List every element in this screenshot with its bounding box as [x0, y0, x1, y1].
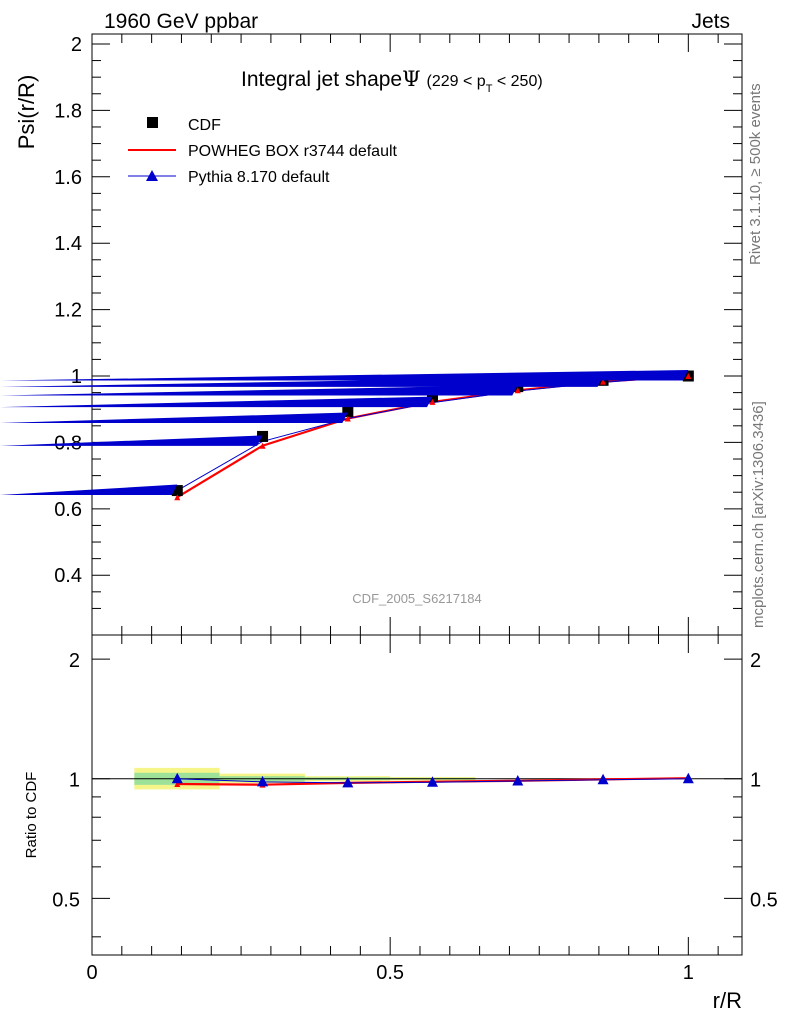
cdf-point: [427, 391, 439, 403]
ratio-y-tick-label: 2: [69, 650, 80, 672]
pythia-point: [0, 396, 433, 408]
ratio-pythia-point: [597, 773, 609, 785]
legend-cdf-label: CDF: [188, 117, 221, 134]
y-tick-label: 1: [71, 366, 82, 388]
analysis-id: CDF_2005_S6217184: [352, 591, 481, 606]
ratio-ticks: 0.5 0.5 1 1 2 2 0 0.5 1: [52, 635, 778, 984]
y-tick-label: 0.4: [54, 565, 82, 587]
ratio-pythia-point: [512, 774, 524, 786]
x-tick-label: 0.5: [376, 962, 404, 984]
ratio-panel: 0.5 0.5 1 1 2 2 0 0.5 1: [52, 634, 778, 984]
plot-title: Integral jet shapeΨ (229 < pT < 250): [241, 67, 543, 95]
y-tick-label: 1.4: [54, 233, 82, 255]
ratio-pythia-point: [682, 772, 694, 784]
x-tick-label: 1: [683, 962, 694, 984]
x-tick-label: 0: [86, 962, 97, 984]
y-tick-label: 2: [71, 34, 82, 56]
ratio-powheg-point: [174, 780, 181, 787]
legend-pythia-marker: [146, 170, 158, 181]
main-ticks: 0.40.60.811.21.41.61.82: [54, 34, 742, 635]
powheg-point: [514, 387, 521, 394]
powheg-point: [600, 378, 607, 385]
pythia-point: [0, 370, 689, 381]
main-panel: 0.40.60.811.21.41.61.82: [0, 33, 743, 636]
y-tick-label: 0.6: [54, 499, 82, 521]
cdf-point: [342, 406, 354, 418]
ratio-y-tick-label: 0.5: [52, 889, 80, 911]
powheg-point: [429, 398, 436, 405]
x-axis-title: r/R: [713, 988, 742, 1013]
legend-cdf-marker: [147, 117, 158, 128]
powheg-point: [259, 442, 266, 449]
pythia-point: [0, 412, 348, 424]
legend: CDF POWHEG BOX r3744 default Pythia 8.17…: [128, 117, 398, 186]
powheg-point: [344, 415, 351, 422]
header-left: 1960 GeV ppbar: [104, 10, 258, 33]
header-right: Jets: [691, 10, 730, 33]
y-tick-label: 1.6: [54, 167, 82, 189]
ratio-y-tick-label-right: 1: [750, 770, 761, 792]
ratio-y-tick-label-right: 2: [750, 650, 761, 672]
mcplots-label: mcplots.cern.ch [arXiv:1306.3436]: [750, 401, 767, 628]
main-series: [0, 370, 694, 501]
cdf-point: [257, 430, 269, 442]
ratio-pythia-point: [257, 775, 269, 787]
ratio-pythia-point: [342, 776, 354, 788]
ratio-series: [171, 772, 694, 788]
pythia-point: [0, 435, 263, 446]
y-axis-title: Psi(r/R): [14, 75, 39, 150]
pythia-point: [0, 484, 178, 496]
cdf-point: [171, 485, 183, 497]
powheg-point: [174, 494, 181, 501]
rivet-label: Rivet 3.1.10, ≥ 500k events: [747, 83, 764, 265]
ratio-y-tick-label: 1: [69, 770, 80, 792]
powheg-point: [685, 373, 692, 380]
ratio-frame: [91, 634, 743, 956]
ratio-pythia-point: [171, 772, 183, 784]
pythia-point: [0, 384, 518, 396]
y-tick-label: 1.8: [54, 100, 82, 122]
ratio-axis-title: Ratio to CDF: [23, 772, 40, 859]
legend-pythia-label: Pythia 8.170 default: [188, 169, 330, 186]
ratio-pythia-point: [427, 776, 439, 787]
y-tick-label: 1.2: [54, 300, 82, 322]
ratio-y-tick-label-right: 0.5: [750, 889, 778, 911]
legend-powheg-label: POWHEG BOX r3744 default: [188, 143, 398, 160]
